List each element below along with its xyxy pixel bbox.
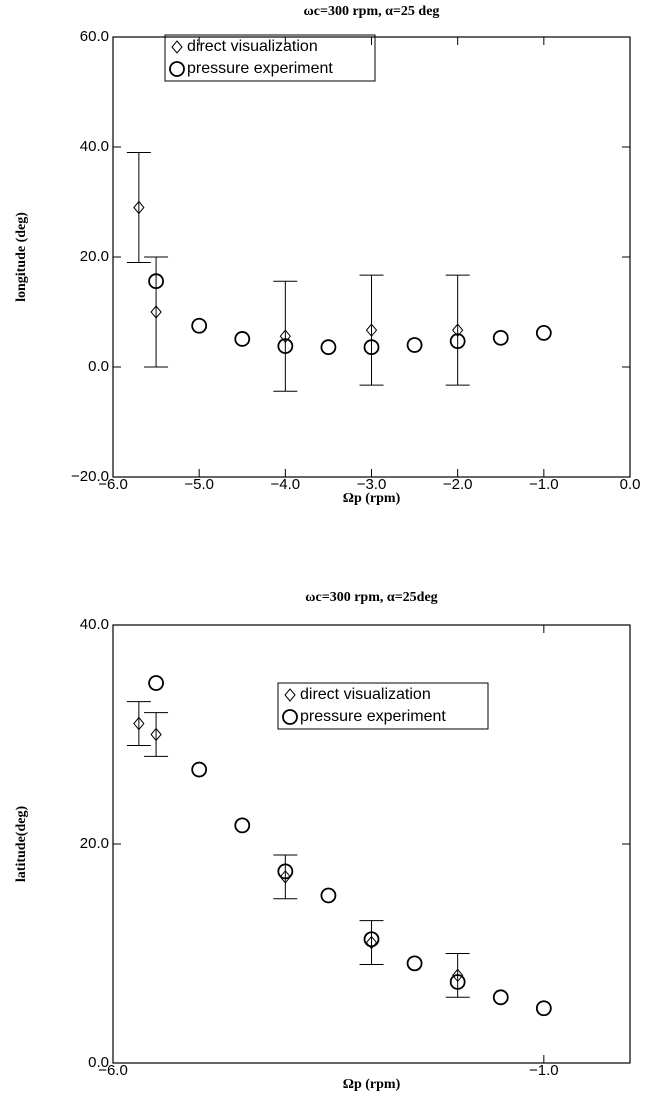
data-point	[363, 339, 380, 356]
chart-title: ωc=300 rpm, α=25 deg	[304, 4, 440, 19]
y-tick-label: 40.0	[80, 138, 109, 155]
legend-box	[277, 682, 489, 730]
data-point	[365, 935, 378, 950]
data-point	[535, 1000, 552, 1017]
y-tick-label: 60.0	[80, 28, 109, 45]
x-tick-label: −6.0	[98, 476, 128, 493]
data-point	[320, 887, 337, 904]
data-point	[406, 337, 423, 353]
data-point	[452, 323, 464, 337]
data-point	[277, 863, 294, 880]
x-tick-label: −1.0	[529, 476, 559, 493]
x-tick-label: −1.0	[529, 1062, 559, 1079]
data-point	[365, 323, 378, 337]
data-point	[492, 989, 509, 1006]
y-tick-label: 20.0	[80, 835, 109, 852]
x-axis-label: Ωp (rpm)	[343, 1077, 401, 1092]
y-tick-label: −20.0	[71, 468, 109, 485]
data-point	[492, 329, 509, 346]
legend-marker	[282, 709, 298, 725]
data-point	[150, 305, 162, 319]
x-tick-label: 0.0	[620, 476, 641, 493]
y-tick-label: 40.0	[80, 616, 109, 633]
x-tick-label: −4.0	[271, 476, 301, 493]
x-axis-label: Ωp (rpm)	[343, 491, 401, 506]
legend-box	[164, 34, 376, 82]
data-point	[148, 273, 164, 290]
data-point	[406, 955, 423, 972]
legend-label: pressure experiment	[300, 708, 446, 725]
legend-marker	[171, 40, 183, 54]
data-point	[452, 968, 464, 983]
y-tick-label: 0.0	[88, 358, 109, 375]
y-tick-label: 0.0	[88, 1054, 109, 1071]
legend-marker	[284, 688, 296, 702]
y-tick-label: 20.0	[80, 248, 109, 265]
legend-label: pressure experiment	[187, 60, 333, 77]
y-axis-label: longitude (deg)	[14, 212, 29, 302]
data-point	[234, 331, 251, 347]
y-axis-label: latitude(deg)	[14, 806, 29, 883]
chart-title: ωc=300 rpm, α=25deg	[305, 590, 437, 605]
data-point	[449, 333, 466, 350]
x-tick-label: −3.0	[357, 476, 387, 493]
plot-frame	[112, 36, 631, 478]
data-point	[279, 329, 291, 343]
x-tick-label: −2.0	[443, 476, 473, 493]
data-point	[320, 339, 337, 356]
data-point	[277, 338, 294, 355]
data-point	[133, 716, 145, 731]
legend-marker	[169, 61, 185, 77]
data-point	[363, 931, 380, 948]
data-point	[133, 200, 145, 215]
x-tick-label: −6.0	[98, 1062, 128, 1079]
x-tick-label: −5.0	[184, 476, 214, 493]
data-point	[279, 870, 291, 884]
data-point	[234, 817, 251, 834]
data-point	[148, 675, 164, 691]
legend-label: direct visualization	[300, 686, 431, 703]
data-point	[535, 324, 552, 341]
data-point	[150, 727, 162, 742]
data-point	[191, 761, 208, 778]
data-point	[191, 317, 208, 334]
legend-label: direct visualization	[187, 38, 318, 55]
data-point	[449, 974, 466, 990]
